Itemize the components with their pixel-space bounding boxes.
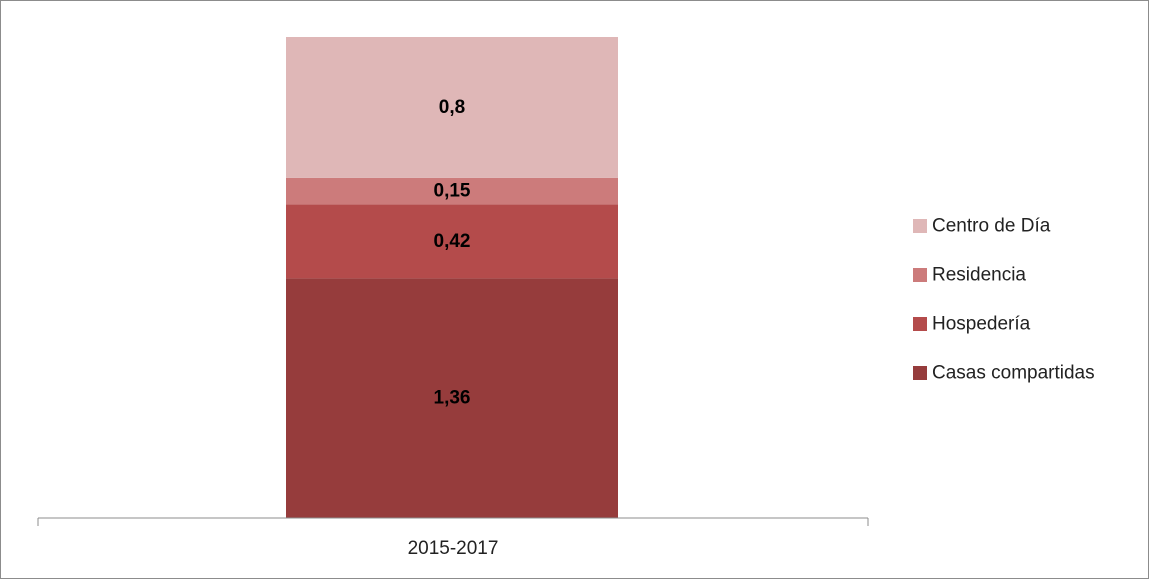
legend-item-residencia: Residencia — [913, 265, 1026, 286]
bar-segment-residencia — [286, 177, 618, 205]
legend: Centro de Día Residencia Hospedería Casas c… — [913, 216, 1095, 384]
bar-segment-centro-de-dia — [286, 37, 618, 178]
legend-swatch — [913, 317, 927, 331]
legend-label: Casas compartidas — [932, 363, 1095, 384]
x-axis: 2015-2017 — [37, 517, 869, 559]
data-label-centro-de-dia: 0,8 — [439, 97, 465, 118]
legend-item-hospederia: Hospedería — [913, 314, 1031, 335]
legend-item-casas-compartidas: Casas compartidas — [913, 363, 1095, 384]
bar-stack: 1,36 0,42 0,15 0,8 — [286, 37, 618, 518]
x-tick-label: 2015-2017 — [408, 538, 499, 559]
legend-item-centro-de-dia: Centro de Día — [913, 216, 1051, 237]
data-label-hospederia: 0,42 — [434, 231, 471, 252]
legend-label: Centro de Día — [932, 216, 1051, 237]
legend-swatch — [913, 268, 927, 282]
legend-label: Hospedería — [932, 314, 1031, 335]
legend-swatch — [913, 219, 927, 233]
data-label-residencia: 0,15 — [434, 181, 471, 202]
bar-segment-hospederia — [286, 204, 618, 279]
legend-label: Residencia — [932, 265, 1026, 286]
bar-segment-casas-compartidas — [286, 278, 618, 518]
data-label-casas-compartidas: 1,36 — [434, 388, 471, 409]
legend-swatch — [913, 366, 927, 380]
